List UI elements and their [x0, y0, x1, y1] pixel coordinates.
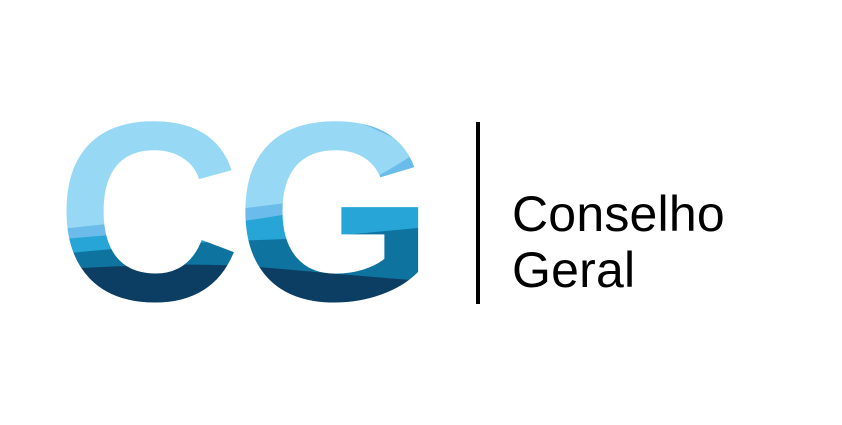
cg-gradient-bands — [56, 90, 428, 320]
cg-monogram-logo: CG — [56, 90, 428, 320]
wordmark-line-1: Conselho — [512, 186, 725, 242]
wordmark: Conselho Geral — [512, 186, 725, 298]
wordmark-line-2: Geral — [512, 242, 636, 298]
vertical-divider — [476, 122, 480, 304]
band-navy — [56, 264, 428, 320]
